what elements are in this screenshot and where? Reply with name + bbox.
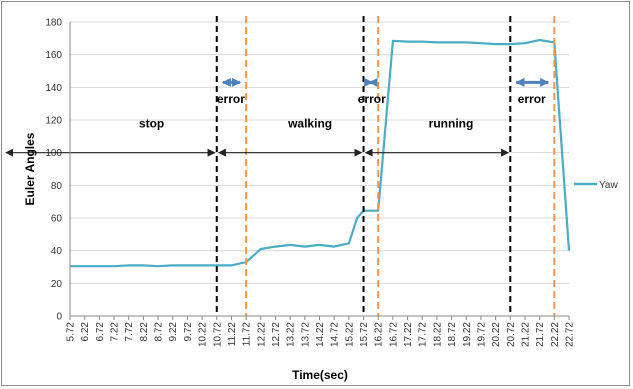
x-tick-label: 14.72 — [330, 322, 341, 347]
legend: Yaw — [574, 180, 618, 191]
phase-label-stop: stop — [139, 116, 164, 130]
x-tick-label: 15.72 — [359, 322, 370, 347]
x-tick-label: 11.22 — [227, 322, 238, 347]
y-tick-label: 140 — [45, 83, 62, 94]
y-tick-label: 120 — [45, 116, 62, 127]
x-tick-label: 8.22 — [139, 322, 150, 342]
annotations: stop walking running error error error — [139, 92, 546, 130]
x-tick-label: 8.72 — [154, 322, 165, 342]
x-tick-label: 5.72 — [66, 322, 77, 342]
x-tick-label: 9.72 — [183, 322, 194, 342]
error-label: error — [518, 92, 546, 106]
x-tick-label: 19.72 — [476, 322, 487, 347]
x-axis-title: Time(sec) — [292, 368, 348, 382]
y-tick-label: 40 — [51, 246, 63, 257]
x-tick-label: 9.22 — [168, 322, 179, 342]
x-tick-label: 20.22 — [491, 322, 502, 347]
y-axis-ticks: 0 20 40 60 80 100 120 140 160 180 — [45, 18, 62, 323]
x-tick-label: 15.22 — [344, 322, 355, 347]
x-axis-ticks: 5.72 6.22 6.72 7.22 7.72 8.22 8.72 9.22 9.72 10.2… — [66, 316, 576, 347]
y-tick-label: 180 — [45, 18, 62, 29]
x-tick-label: 14.22 — [315, 322, 326, 347]
x-tick-label: 22.22 — [550, 322, 561, 347]
x-tick-label: 22.72 — [565, 322, 576, 347]
x-tick-label: 6.22 — [80, 322, 91, 342]
series-group — [70, 38, 571, 268]
x-tick-label: 21.72 — [535, 322, 546, 347]
x-tick-label: 7.72 — [124, 322, 135, 342]
x-tick-label: 7.22 — [110, 322, 121, 342]
y-axis-title: Euler Angles — [23, 132, 37, 205]
y-tick-label: 80 — [51, 181, 63, 192]
x-tick-label: 10.72 — [212, 322, 223, 347]
y-tick-label: 20 — [51, 279, 63, 290]
gridlines — [70, 21, 569, 284]
phase-label-running: running — [429, 116, 474, 130]
x-tick-label: 10.22 — [198, 322, 209, 347]
x-tick-label: 17.72 — [418, 322, 429, 347]
arrows — [5, 77, 550, 157]
error-label: error — [217, 92, 245, 106]
x-tick-label: 19.22 — [462, 322, 473, 347]
error-label: error — [358, 92, 386, 106]
x-tick-label: 12.22 — [256, 322, 267, 347]
legend-label-yaw: Yaw — [599, 180, 618, 191]
x-tick-label: 6.72 — [95, 322, 106, 342]
x-tick-label: 21.22 — [520, 322, 531, 347]
x-tick-label: 16.22 — [374, 322, 385, 347]
x-tick-label: 16.72 — [388, 322, 399, 347]
y-tick-label: 60 — [51, 214, 63, 225]
x-tick-label: 18.22 — [432, 322, 443, 347]
x-tick-label: 13.22 — [286, 322, 297, 347]
x-tick-label: 11.72 — [242, 322, 253, 347]
x-tick-label: 13.72 — [300, 322, 311, 347]
y-tick-label: 100 — [45, 148, 62, 159]
y-tick-label: 160 — [45, 50, 62, 61]
x-tick-label: 12.72 — [271, 322, 282, 347]
y-tick-label: 0 — [56, 312, 62, 323]
phase-label-walking: walking — [287, 116, 332, 130]
x-tick-label: 17.22 — [403, 322, 414, 347]
x-tick-label: 20.72 — [506, 322, 517, 347]
marker-lines — [215, 16, 556, 316]
series-line-yaw — [70, 38, 571, 268]
x-tick-label: 18.72 — [447, 322, 458, 347]
